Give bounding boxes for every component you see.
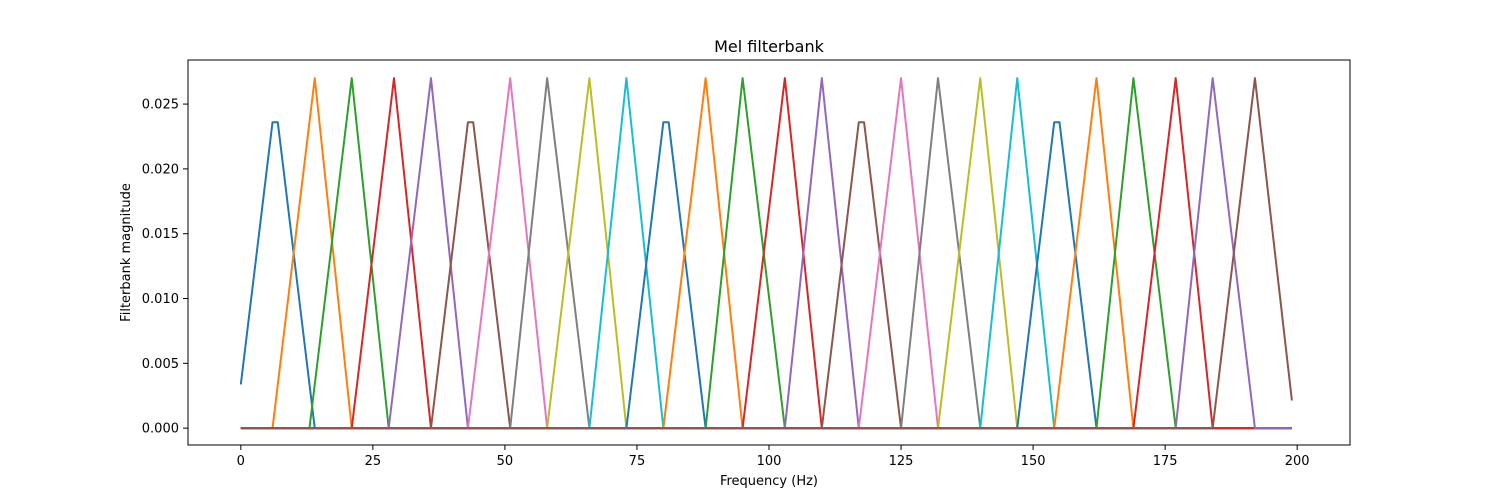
x-tick-label: 150 [1021,454,1046,469]
y-tick-label: 0.025 [142,98,179,113]
x-tick-label: 0 [237,454,245,469]
plot-lines [239,77,1293,430]
y-tick-label: 0.015 [142,227,179,242]
x-tick-label: 200 [1285,454,1310,469]
x-tick-label: 175 [1153,454,1178,469]
x-tick-label: 125 [889,454,914,469]
x-tick-label: 50 [497,454,514,469]
y-tick-label: 0.020 [142,162,179,177]
x-axis-title: Frequency (Hz) [720,474,818,489]
filter-line-26 [240,77,1293,430]
x-tick-label: 100 [757,454,782,469]
x-tick-label: 25 [365,454,382,469]
y-axis-title: Filterbank magnitude [119,183,134,322]
x-tick-label: 75 [629,454,646,469]
y-tick-label: 0.000 [142,422,179,437]
chart-title: Mel filterbank [714,37,825,56]
y-tick-label: 0.010 [142,292,179,307]
y-axis-ticks: 0.000 0.005 0.010 0.015 0.020 0.025 [142,98,188,437]
x-axis-ticks: 0 25 50 75 100 125 150 175 200 [237,445,1310,469]
y-tick-label: 0.005 [142,357,179,372]
